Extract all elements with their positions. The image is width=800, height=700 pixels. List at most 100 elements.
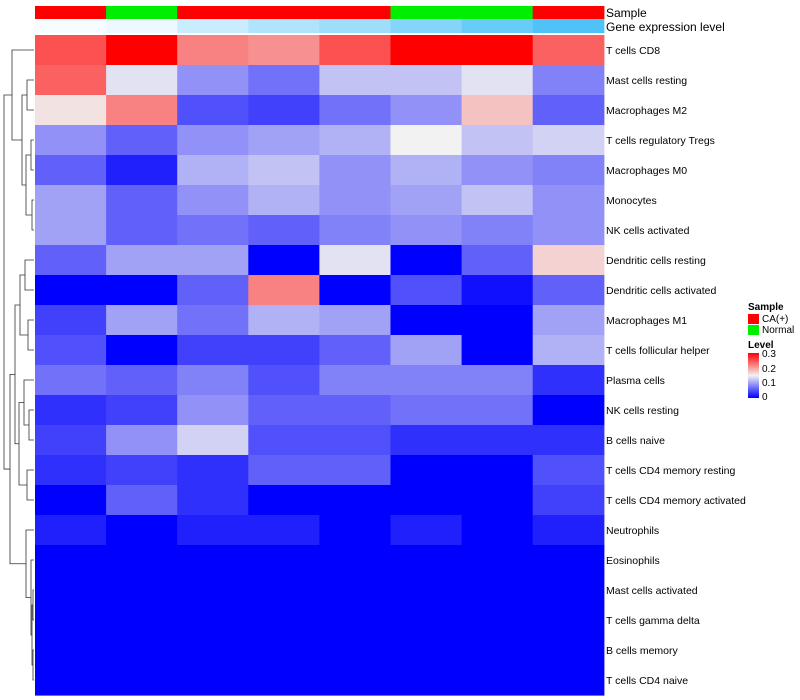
row-label: Eosinophils xyxy=(606,555,660,567)
sample-annotation-cell xyxy=(248,6,320,19)
heatmap-cell xyxy=(248,485,320,516)
legend-swatch-normal xyxy=(748,325,759,335)
heatmap-cell xyxy=(106,125,178,156)
heatmap-cell xyxy=(532,485,605,516)
row-label: Mast cells activated xyxy=(606,585,698,597)
dendrogram-branch xyxy=(26,469,34,501)
gene-expression-annotation-bar xyxy=(35,19,605,33)
heatmap-cell xyxy=(319,275,392,306)
heatmap-cell xyxy=(248,215,320,246)
heatmap-cell xyxy=(248,425,320,456)
heatmap-cell xyxy=(177,185,249,216)
heatmap-cell xyxy=(106,245,178,276)
heatmap-cell xyxy=(390,185,463,216)
row-label: Macrophages M2 xyxy=(606,105,687,117)
level-legend-title: Level xyxy=(748,340,774,351)
heatmap-cell xyxy=(319,305,392,336)
heatmap-cell xyxy=(319,575,392,606)
dendrogram-branch xyxy=(26,79,34,111)
gene-expression-annotation-cell xyxy=(177,19,249,33)
sample-annotation-label: Sample xyxy=(606,6,647,20)
heatmap-cell xyxy=(35,635,107,666)
heatmap-cell xyxy=(106,515,178,546)
heatmap-cell xyxy=(532,305,605,336)
heatmap-cell xyxy=(461,65,534,96)
heatmap-cell xyxy=(390,605,463,636)
heatmap-cell xyxy=(319,455,392,486)
heatmap-cell xyxy=(461,425,534,456)
heatmap-cell xyxy=(532,425,605,456)
heatmap-cell xyxy=(35,275,107,306)
heatmap-cell xyxy=(35,425,107,456)
heatmap-cell xyxy=(319,485,392,516)
gene-expression-annotation-cell xyxy=(35,19,107,33)
heatmap-cell xyxy=(532,635,605,666)
heatmap-cell xyxy=(532,185,605,216)
level-tick-0: 0.3 xyxy=(762,349,776,360)
heatmap-cell xyxy=(35,365,107,396)
heatmap-cell xyxy=(390,155,463,186)
heatmap-cell xyxy=(532,245,605,276)
row-label: Dendritic cells resting xyxy=(606,255,706,267)
row-label: T cells regulatory Tregs xyxy=(606,135,715,147)
row-label: T cells CD4 memory resting xyxy=(606,465,735,477)
heatmap-cell xyxy=(248,665,320,696)
heatmap-cell xyxy=(532,515,605,546)
heatmap-cell xyxy=(177,95,249,126)
sample-annotation-cell xyxy=(461,6,534,19)
heatmap-cell xyxy=(461,245,534,276)
level-tick-2: 0.1 xyxy=(762,378,776,389)
heatmap-cell xyxy=(390,125,463,156)
heatmap-cell xyxy=(177,635,249,666)
heatmap-cell xyxy=(390,335,463,366)
gene-expression-annotation-cell xyxy=(461,19,534,33)
heatmap-cell xyxy=(177,545,249,576)
heatmap-cell xyxy=(248,575,320,606)
heatmap-cell xyxy=(106,155,178,186)
heatmap-cell xyxy=(532,95,605,126)
row-label: T cells CD4 naive xyxy=(606,675,688,687)
heatmap-cell xyxy=(461,185,534,216)
heatmap-cell xyxy=(106,365,178,396)
heatmap-cell xyxy=(177,245,249,276)
heatmap-cell xyxy=(532,155,605,186)
heatmap-cell xyxy=(319,335,392,366)
dendrogram-branch xyxy=(24,259,34,291)
heatmap-cell xyxy=(532,65,605,96)
heatmap-cell xyxy=(390,485,463,516)
heatmap-cell xyxy=(248,545,320,576)
dendrogram-branch xyxy=(32,649,34,681)
heatmap-cell xyxy=(461,545,534,576)
heatmap-cell xyxy=(390,35,463,66)
heatmap-cell xyxy=(319,245,392,276)
heatmap-cell xyxy=(461,395,534,426)
heatmap-cell xyxy=(177,425,249,456)
sample-legend-title: Sample xyxy=(748,302,784,313)
heatmap-cell xyxy=(106,305,178,336)
heatmap-cell xyxy=(390,95,463,126)
heatmap-cell xyxy=(390,665,463,696)
heatmap-cell xyxy=(248,365,320,396)
heatmap-cell xyxy=(248,605,320,636)
heatmap-cell xyxy=(177,395,249,426)
heatmap-cell xyxy=(177,515,249,546)
heatmap-cell xyxy=(106,425,178,456)
heatmap-cell xyxy=(106,215,178,246)
heatmap-cell xyxy=(319,155,392,186)
level-tick-1: 0.2 xyxy=(762,364,776,375)
heatmap-cell xyxy=(177,305,249,336)
heatmap-cell xyxy=(248,35,320,66)
dendrogram-branch xyxy=(18,402,27,486)
row-label: Mast cells resting xyxy=(606,75,687,87)
heatmap-cell xyxy=(106,395,178,426)
heatmap-cell xyxy=(106,605,178,636)
heatmap-cell xyxy=(319,425,392,456)
row-label: T cells CD4 memory activated xyxy=(606,495,746,507)
heatmap-cell xyxy=(35,65,107,96)
heatmap-cell xyxy=(319,635,392,666)
heatmap-cell xyxy=(35,605,107,636)
heatmap-cell xyxy=(106,65,178,96)
dendrogram-branch xyxy=(31,199,34,231)
heatmap-cell xyxy=(106,485,178,516)
